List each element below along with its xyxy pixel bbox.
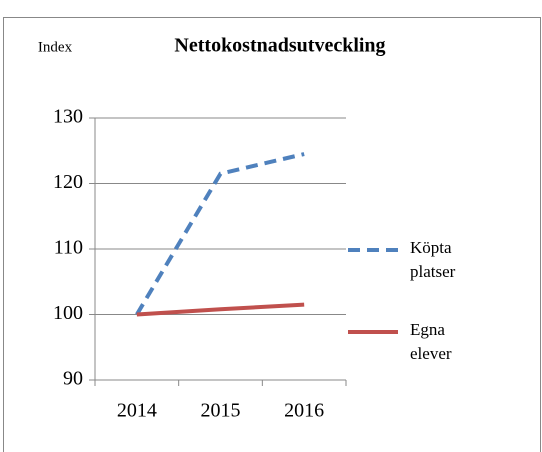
- legend-label: Köpta platser: [410, 238, 456, 281]
- x-tick-label: 2016: [284, 400, 324, 422]
- y-axis-label: Index: [38, 39, 73, 55]
- y-tick-label: 90: [63, 368, 83, 390]
- y-tick-label: 100: [53, 302, 83, 324]
- chart-border: [3, 17, 541, 452]
- x-tick-label: 2015: [201, 400, 241, 422]
- y-tick-label: 130: [53, 106, 83, 128]
- line-series: [135, 152, 305, 316]
- legend-label: Egna elever: [410, 320, 452, 363]
- y-tick-label: 110: [54, 237, 83, 259]
- chart-title: Nettokostnadsutveckling: [174, 35, 385, 57]
- x-tick-label: 2014: [117, 400, 157, 422]
- line-series: [136, 302, 305, 317]
- y-tick-label: 120: [53, 171, 83, 193]
